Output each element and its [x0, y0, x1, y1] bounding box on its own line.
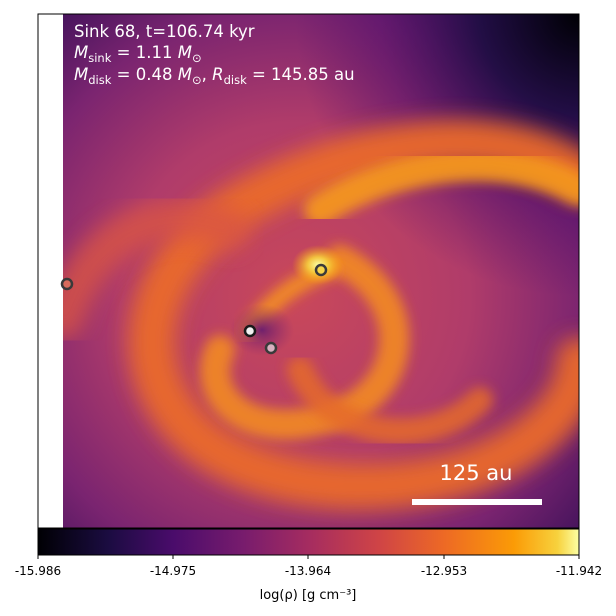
plot-white-strip	[38, 14, 63, 528]
lower-swirl	[287, 357, 493, 445]
colorbar-ticks	[37, 555, 580, 559]
colorbar-tick-label: -11.942	[556, 564, 602, 578]
colorbar: -15.986 -14.975 -13.964 -12.953 -11.942 …	[15, 528, 602, 603]
disk-properties-label: Mdisk = 0.48 M⊙, Rdisk = 145.85 au	[74, 65, 355, 87]
sink-upper	[314, 263, 328, 277]
left-spiral-arm	[63, 198, 250, 340]
colorbar-axis-label: log(ρ) [g cm⁻³]	[260, 588, 357, 603]
sink-markers	[60, 263, 328, 355]
sink-left-edge	[60, 277, 74, 291]
sink-lower	[264, 341, 278, 355]
sink-time-label: Sink 68, t=106.74 kyr	[74, 22, 255, 41]
density-map	[37, 13, 580, 529]
outer-spiral-arm-bright	[304, 149, 579, 226]
colorbar-tick-label: -12.953	[421, 564, 467, 578]
colorbar-gradient	[37, 528, 580, 556]
outer-spiral-arm	[128, 119, 579, 510]
colorbar-tick-label: -14.975	[150, 564, 196, 578]
central-cavity	[230, 304, 294, 356]
scale-bar: 125 au	[412, 461, 542, 505]
info-annotations: Sink 68, t=106.74 kyr Msink = 1.11 M⊙ Md…	[74, 22, 355, 87]
sink-mass-label: Msink = 1.11 M⊙	[74, 43, 202, 65]
plot-frame	[37, 13, 580, 529]
scale-bar-line	[412, 499, 542, 505]
sink-center	[243, 324, 257, 338]
colorbar-tick-label: -15.986	[15, 564, 61, 578]
colorbar-tick-label: -13.964	[285, 564, 331, 578]
scale-bar-label: 125 au	[440, 461, 513, 485]
